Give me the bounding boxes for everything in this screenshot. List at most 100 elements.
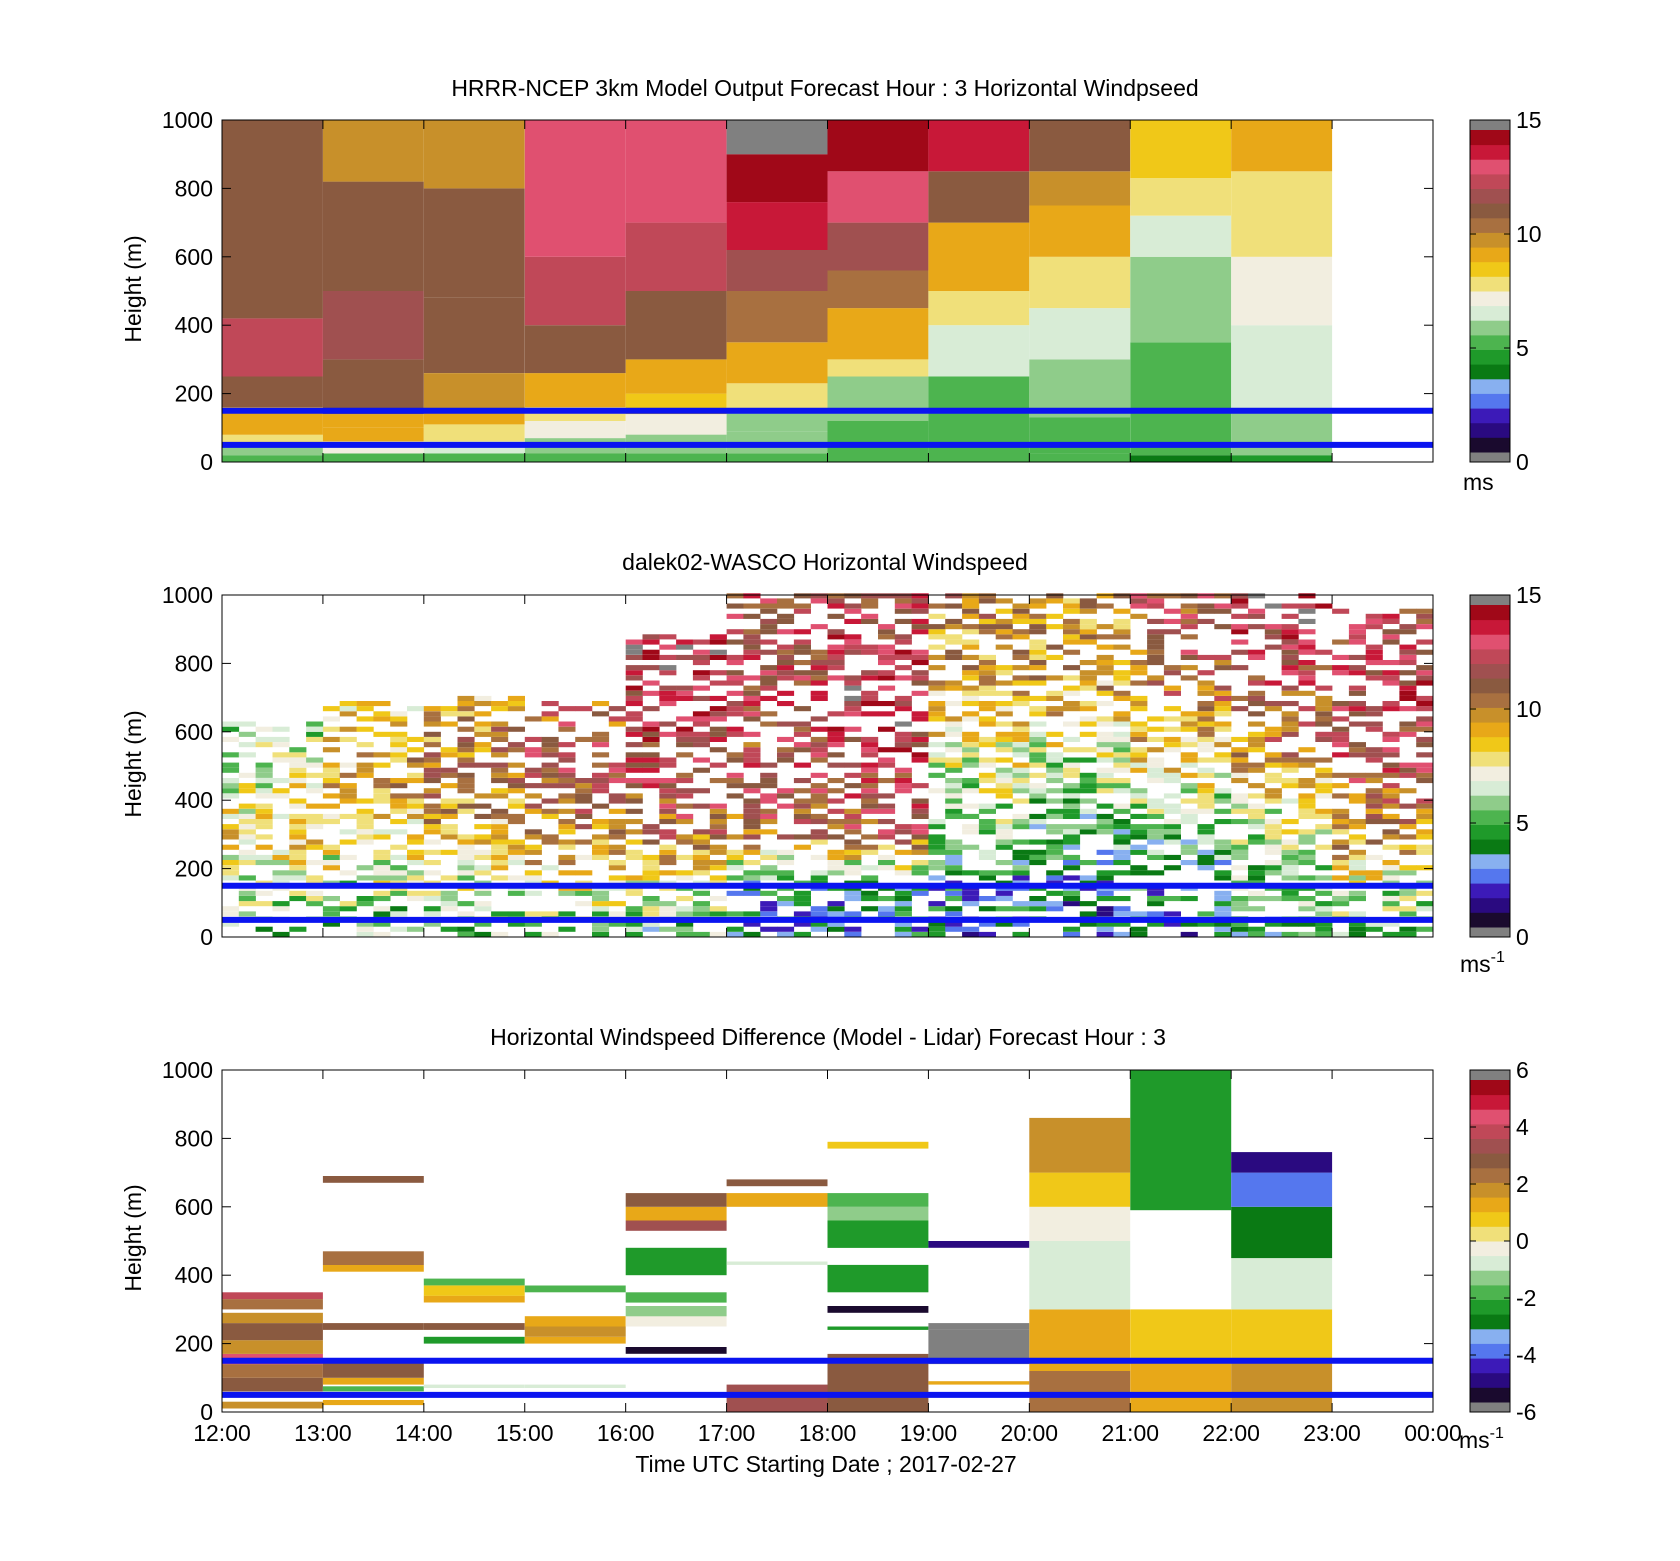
heatmap-cell xyxy=(1147,634,1165,640)
heatmap-cell xyxy=(1046,690,1064,696)
heatmap-cell xyxy=(423,860,441,866)
heatmap-cell xyxy=(962,896,980,902)
heatmap-cell xyxy=(1012,690,1030,696)
heatmap-cell xyxy=(507,762,525,768)
heatmap-cell xyxy=(1130,931,1148,937)
heatmap-cell xyxy=(1332,829,1350,835)
heatmap-cell xyxy=(1382,783,1400,789)
heatmap-cell xyxy=(1348,819,1366,825)
colorbar-tick-label: -4 xyxy=(1516,1342,1537,1368)
heatmap-cell xyxy=(978,778,996,784)
heatmap-cell xyxy=(861,593,879,599)
heatmap-cell xyxy=(407,772,425,778)
heatmap-cell xyxy=(541,762,559,768)
heatmap-cell xyxy=(222,865,240,871)
heatmap-cell xyxy=(810,654,828,660)
heatmap-cell xyxy=(911,680,929,686)
heatmap-cell xyxy=(760,901,778,907)
heatmap-cell xyxy=(457,808,475,814)
heatmap-cell xyxy=(1180,603,1198,609)
heatmap-cell xyxy=(709,649,727,655)
heatmap-cell xyxy=(1012,854,1030,860)
heatmap-cell xyxy=(1029,793,1047,799)
heatmap-cell xyxy=(1214,624,1232,630)
heatmap-cell xyxy=(726,731,744,737)
heatmap-cell xyxy=(558,844,576,850)
panel-lidar-ylabel: Height (m) xyxy=(120,710,146,817)
heatmap-cell xyxy=(945,896,963,902)
heatmap-cell xyxy=(827,1220,929,1248)
heatmap-cell xyxy=(1214,654,1232,660)
heatmap-cell xyxy=(238,854,256,860)
heatmap-cell xyxy=(1332,808,1350,814)
heatmap-cell xyxy=(676,870,694,876)
panel-lidar-title: dalek02-WASCO Horizontal Windspeed xyxy=(622,549,1028,575)
heatmap-cell xyxy=(491,788,509,794)
heatmap-cell xyxy=(222,762,240,768)
heatmap-cell xyxy=(474,721,492,727)
heatmap-cell xyxy=(1012,726,1030,732)
heatmap-cell xyxy=(726,680,744,686)
heatmap-cell xyxy=(1197,772,1215,778)
heatmap-cell xyxy=(423,793,441,799)
heatmap-cell xyxy=(322,772,340,778)
colorbar-swatch xyxy=(1470,1270,1510,1286)
heatmap-cell xyxy=(1281,649,1299,655)
heatmap-cell xyxy=(743,890,761,896)
heatmap-cell xyxy=(1214,742,1232,748)
heatmap-cell xyxy=(1029,205,1131,257)
heatmap-cell xyxy=(1197,670,1215,676)
heatmap-cell xyxy=(1012,772,1030,778)
heatmap-cell xyxy=(423,813,441,819)
heatmap-cell xyxy=(491,706,509,712)
heatmap-cell xyxy=(760,778,778,784)
heatmap-cell xyxy=(726,860,744,866)
heatmap-cell xyxy=(894,736,912,742)
heatmap-cell xyxy=(709,747,727,753)
heatmap-cell xyxy=(928,742,946,748)
heatmap-cell xyxy=(423,921,441,927)
heatmap-cell xyxy=(222,911,240,917)
heatmap-cell xyxy=(289,834,307,840)
heatmap-cell xyxy=(743,695,761,701)
heatmap-cell xyxy=(995,634,1013,640)
heatmap-cell xyxy=(1130,1360,1232,1412)
heatmap-cell xyxy=(238,731,256,737)
heatmap-cell xyxy=(1264,772,1282,778)
heatmap-cell xyxy=(1298,901,1316,907)
heatmap-cell xyxy=(390,911,408,917)
heatmap-cell xyxy=(1130,849,1148,855)
heatmap-cell xyxy=(1382,752,1400,758)
heatmap-cell xyxy=(861,644,879,650)
heatmap-cell xyxy=(407,849,425,855)
heatmap-cell xyxy=(676,926,694,932)
colorbar-swatch xyxy=(1470,378,1510,394)
heatmap-cell xyxy=(894,665,912,671)
heatmap-cell xyxy=(1365,813,1383,819)
heatmap-cell xyxy=(1012,649,1030,655)
heatmap-cell xyxy=(1096,926,1114,932)
heatmap-cell xyxy=(928,690,946,696)
heatmap-cell xyxy=(861,649,879,655)
heatmap-cell xyxy=(1281,721,1299,727)
heatmap-cell xyxy=(558,819,576,825)
heatmap-cell xyxy=(491,793,509,799)
heatmap-cell xyxy=(322,819,340,825)
x-tick-label: 20:00 xyxy=(1001,1420,1059,1446)
heatmap-cell xyxy=(928,376,1030,421)
heatmap-cell xyxy=(642,926,660,932)
heatmap-cell xyxy=(1281,613,1299,619)
heatmap-cell xyxy=(1029,618,1047,624)
colorbar-swatch xyxy=(1470,1226,1510,1242)
heatmap-cell xyxy=(238,772,256,778)
colorbar-tick-label: -2 xyxy=(1516,1285,1536,1311)
heatmap-cell xyxy=(1079,829,1097,835)
heatmap-cell xyxy=(844,849,862,855)
heatmap-cell xyxy=(1399,670,1417,676)
heatmap-cell xyxy=(962,736,980,742)
heatmap-cell xyxy=(1163,736,1181,742)
heatmap-cell xyxy=(1416,752,1434,758)
heatmap-cell xyxy=(1348,670,1366,676)
heatmap-cell xyxy=(1147,772,1165,778)
heatmap-cell xyxy=(474,803,492,809)
